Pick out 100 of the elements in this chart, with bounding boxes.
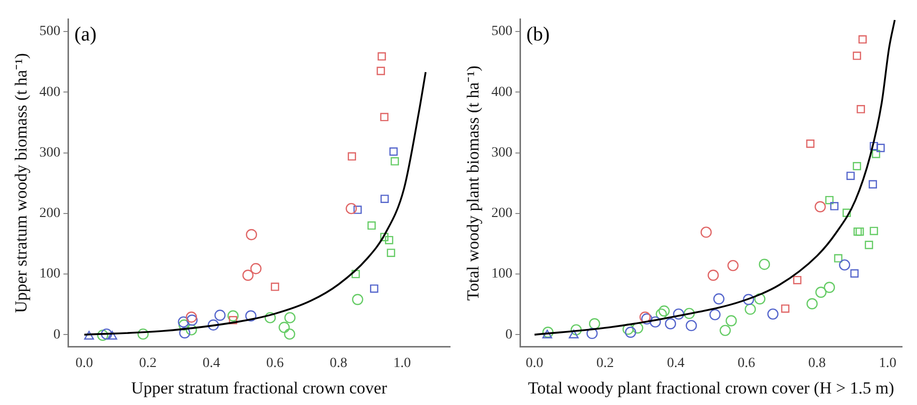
point xyxy=(542,326,554,338)
point xyxy=(284,328,296,340)
point xyxy=(542,330,552,338)
point xyxy=(380,232,388,242)
annotation: (b) xyxy=(526,24,550,46)
point xyxy=(658,305,670,317)
point xyxy=(245,310,256,322)
point xyxy=(270,282,280,291)
point xyxy=(806,298,818,310)
point xyxy=(384,236,394,244)
y-tick-label: 200 xyxy=(491,206,512,222)
point xyxy=(624,326,636,338)
x-tick-label: 0.6 xyxy=(738,356,756,371)
point xyxy=(186,324,197,336)
point xyxy=(709,309,721,320)
point xyxy=(686,320,697,332)
point xyxy=(650,316,661,328)
point xyxy=(726,315,737,326)
point xyxy=(767,308,778,320)
y-axis-title: Upper stratum woody biomass (t ha⁻¹) xyxy=(12,53,31,314)
point xyxy=(179,327,190,338)
point xyxy=(793,276,802,284)
point xyxy=(84,330,94,340)
point xyxy=(720,324,731,336)
point xyxy=(858,35,867,44)
point xyxy=(178,319,190,331)
point xyxy=(754,293,766,304)
point xyxy=(846,172,855,180)
point xyxy=(664,318,676,330)
point xyxy=(854,227,862,236)
point xyxy=(656,308,667,320)
y-tick-label: 0 xyxy=(53,327,60,342)
point xyxy=(346,202,357,214)
point xyxy=(137,328,149,340)
y-tick-label: 200 xyxy=(39,206,60,222)
point xyxy=(246,229,258,240)
point xyxy=(700,226,712,238)
point xyxy=(378,52,386,61)
y-tick-label: 300 xyxy=(491,145,512,160)
point xyxy=(727,260,739,272)
point xyxy=(838,259,850,271)
point xyxy=(264,312,276,324)
point xyxy=(568,330,579,338)
point xyxy=(370,284,378,293)
x-tick-label: 1.0 xyxy=(393,356,411,371)
point xyxy=(278,322,290,333)
y-tick-label: 0 xyxy=(505,327,512,342)
y-axis-title: Total woody plant biomass (t ha⁻¹) xyxy=(464,66,483,301)
point xyxy=(825,196,834,204)
y-tick-label: 300 xyxy=(39,145,60,160)
x-tick-label: 0.0 xyxy=(76,356,94,371)
point xyxy=(178,316,190,328)
point xyxy=(632,322,644,334)
point xyxy=(390,157,399,166)
point xyxy=(815,286,827,298)
point xyxy=(870,142,878,150)
point xyxy=(186,314,198,326)
y-tick-label: 500 xyxy=(39,24,60,40)
x-axis-title: Upper stratum fractional crown cover xyxy=(131,378,388,398)
point xyxy=(806,140,814,148)
point xyxy=(352,270,360,278)
point xyxy=(588,318,600,330)
point xyxy=(830,202,838,210)
x-axis-title: Total woody plant fractional crown cover (H > 1.5 m) xyxy=(528,378,894,398)
point xyxy=(850,269,859,278)
point xyxy=(781,304,790,313)
point xyxy=(100,328,112,340)
point xyxy=(376,66,385,76)
point xyxy=(758,258,770,270)
x-tick-label: 0.6 xyxy=(266,356,284,371)
point xyxy=(872,150,880,158)
point xyxy=(673,308,684,320)
point xyxy=(570,324,582,336)
x-tick-label: 0.8 xyxy=(808,356,826,371)
point xyxy=(250,262,262,274)
point xyxy=(348,152,356,161)
point xyxy=(284,312,296,324)
point xyxy=(684,308,695,320)
point xyxy=(870,226,878,236)
point xyxy=(842,208,851,217)
point xyxy=(186,311,197,323)
point xyxy=(856,227,864,236)
point xyxy=(868,180,877,188)
x-tick-label: 0.8 xyxy=(330,356,348,371)
x-tick-label: 1.0 xyxy=(878,356,896,371)
point xyxy=(708,270,719,281)
point xyxy=(864,240,874,250)
point xyxy=(876,144,885,152)
point xyxy=(834,254,842,262)
point xyxy=(107,330,118,340)
point xyxy=(389,147,398,156)
point xyxy=(367,221,376,230)
y-tick-label: 100 xyxy=(491,266,512,282)
point xyxy=(622,324,634,335)
point xyxy=(228,316,238,324)
point xyxy=(744,304,756,315)
point xyxy=(227,310,239,322)
point xyxy=(242,270,254,281)
point xyxy=(208,319,219,331)
point xyxy=(353,206,362,214)
